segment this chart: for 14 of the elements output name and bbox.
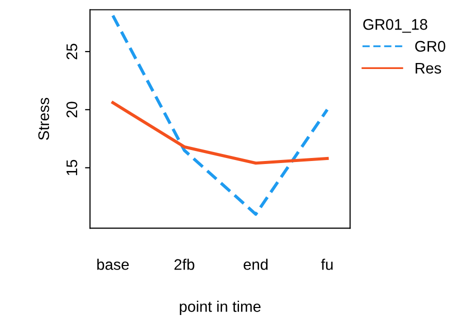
legend-title: GR01_18 xyxy=(363,19,428,33)
legend-label: GR0 xyxy=(415,40,446,52)
y-axis-title: Stress xyxy=(38,98,50,140)
x-tick-label: end xyxy=(244,258,268,270)
x-tick-label: 2fb xyxy=(174,258,194,270)
line-series xyxy=(111,14,329,216)
x-tick-label: base xyxy=(97,258,129,270)
x-tick-label: fu xyxy=(321,258,333,270)
legend-label: Res xyxy=(416,62,442,74)
x-axis-title: point in time xyxy=(180,300,261,315)
y-tick-label: 15 xyxy=(66,160,78,176)
line-series xyxy=(111,101,329,165)
y-tick-label: 20 xyxy=(66,102,78,118)
y-tick-label: 25 xyxy=(66,44,78,60)
